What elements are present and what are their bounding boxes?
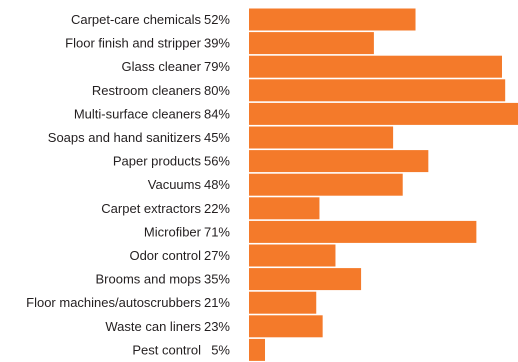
bar-vacuums	[249, 173, 403, 196]
bar-carpet-care-chemicals	[249, 8, 416, 31]
bar-multi-surface-cleaners	[249, 102, 518, 125]
bar-floor-machines-autoscrubbers	[249, 291, 317, 314]
value-label-restroom-cleaners: 80%	[204, 83, 230, 98]
value-label-waste-can-liners: 23%	[204, 319, 230, 334]
category-label-multi-surface-cleaners: Multi-surface cleaners	[74, 106, 202, 121]
category-label-brooms-and-mops: Brooms and mops	[96, 272, 202, 287]
category-label-floor-machines-autoscrubbers: Floor machines/autoscrubbers	[26, 295, 201, 310]
bar-pest-control	[249, 338, 266, 361]
value-labels: 52% 39% 79% 80% 84% 45% 56% 48% 22% 71% 27% 35% 21% 2…	[204, 12, 230, 357]
category-label-glass-cleaner: Glass cleaner	[122, 59, 202, 74]
value-label-microfiber: 71%	[204, 224, 230, 239]
category-label-paper-products: Paper products	[113, 154, 202, 169]
category-label-carpet-extractors: Carpet extractors	[101, 201, 201, 216]
bar-restroom-cleaners	[249, 79, 506, 102]
bar-brooms-and-mops	[249, 268, 362, 291]
value-label-multi-surface-cleaners: 84%	[204, 106, 230, 121]
category-label-waste-can-liners: Waste can liners	[105, 319, 201, 334]
value-label-vacuums: 48%	[204, 177, 230, 192]
category-label-microfiber: Microfiber	[144, 224, 202, 239]
value-label-odor-control: 27%	[204, 248, 230, 263]
bar-soaps-and-hand-sanitizers	[249, 126, 394, 149]
category-label-odor-control: Odor control	[129, 248, 201, 263]
bar-floor-finish-and-stripper	[249, 32, 374, 55]
bar-carpet-extractors	[249, 197, 320, 220]
value-label-floor-machines-autoscrubbers: 21%	[204, 295, 230, 310]
category-label-soaps-and-hand-sanitizers: Soaps and hand sanitizers	[48, 130, 202, 145]
category-label-carpet-care-chemicals: Carpet-care chemicals	[71, 12, 202, 27]
bars	[249, 8, 518, 361]
value-label-carpet-care-chemicals: 52%	[204, 12, 230, 27]
bar-paper-products	[249, 150, 429, 173]
value-label-pest-control: 5%	[211, 342, 230, 357]
value-label-glass-cleaner: 79%	[204, 59, 230, 74]
category-label-pest-control: Pest control	[132, 342, 201, 357]
category-label-vacuums: Vacuums	[148, 177, 202, 192]
category-labels: Carpet-care chemicals Floor finish and st…	[26, 12, 202, 357]
value-label-floor-finish-and-stripper: 39%	[204, 36, 230, 51]
value-label-carpet-extractors: 22%	[204, 201, 230, 216]
bar-microfiber	[249, 220, 477, 243]
category-label-floor-finish-and-stripper: Floor finish and stripper	[65, 36, 202, 51]
bar-waste-can-liners	[249, 315, 323, 338]
bar-odor-control	[249, 244, 336, 267]
value-label-soaps-and-hand-sanitizers: 45%	[204, 130, 230, 145]
category-label-restroom-cleaners: Restroom cleaners	[92, 83, 202, 98]
bar-glass-cleaner	[249, 55, 502, 78]
value-label-paper-products: 56%	[204, 154, 230, 169]
value-label-brooms-and-mops: 35%	[204, 272, 230, 287]
